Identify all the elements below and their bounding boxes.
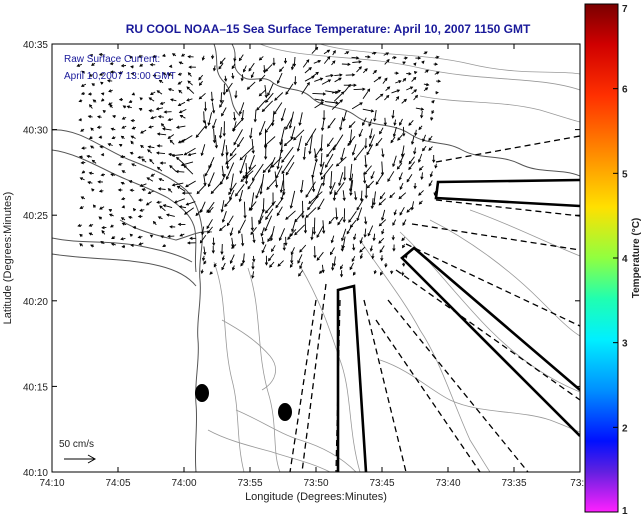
- current-vector: [246, 172, 247, 184]
- y-tick-label: 40:25: [23, 211, 48, 222]
- raw-current-timestamp: April 10,2007 13:00 GMT: [64, 71, 176, 82]
- colorbar-tick-label: 6: [622, 85, 628, 96]
- colorbar-tick-label: 2: [622, 423, 628, 434]
- buoy-marker-west: [195, 384, 209, 402]
- current-vector: [252, 217, 253, 230]
- x-tick-label: 73:50: [303, 478, 328, 489]
- x-tick-label: 74:10: [39, 478, 64, 489]
- scale-label: 50 cm/s: [59, 439, 94, 450]
- buoy-marker-east: [278, 403, 292, 421]
- x-tick-label: 74:00: [171, 478, 196, 489]
- map-plot-area: Raw Surface Current: April 10,2007 13:00…: [52, 44, 580, 472]
- x-tick-label: 73:40: [435, 478, 460, 489]
- current-vector: [314, 218, 315, 234]
- colorbar-tick-label: 7: [622, 4, 628, 15]
- y-axis-label: Latitude (Degrees:Minutes): [2, 192, 14, 325]
- x-tick-label: 74:05: [105, 478, 130, 489]
- colorbar-tick-label: 5: [622, 169, 628, 180]
- y-tick-label: 40:20: [23, 297, 48, 308]
- x-tick-label: 73:45: [369, 478, 394, 489]
- y-tick-label: 40:10: [23, 468, 48, 479]
- y-tick-label: 40:15: [23, 382, 48, 393]
- x-axis-label: Longitude (Degrees:Minutes): [245, 491, 387, 503]
- colorbar-label: Temperature (°C): [631, 218, 642, 299]
- current-vector: [354, 89, 365, 90]
- raw-current-label: Raw Surface Current:: [64, 54, 160, 65]
- colorbar-tick-label: 1: [622, 506, 628, 517]
- map-background: [52, 44, 580, 472]
- x-tick-label: 73:35: [501, 478, 526, 489]
- colorbar-tick-label: 4: [622, 254, 628, 265]
- map-title: RU COOL NOAA–15 Sea Surface Temperature:…: [126, 22, 531, 36]
- current-vector: [263, 198, 264, 212]
- colorbar-tick-label: 3: [622, 339, 628, 350]
- y-tick-label: 40:30: [23, 126, 48, 137]
- y-tick-label: 40:35: [23, 40, 48, 51]
- x-tick-label: 73:55: [237, 478, 262, 489]
